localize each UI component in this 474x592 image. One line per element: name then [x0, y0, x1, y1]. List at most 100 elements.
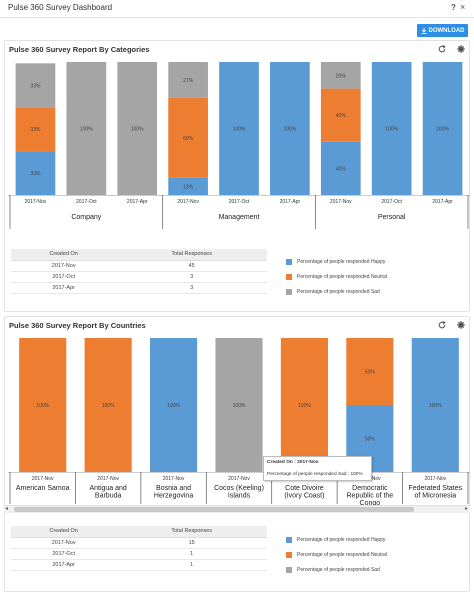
bar-segment[interactable] [168, 97, 208, 178]
scroll-right-icon[interactable]: ▸ [464, 506, 468, 512]
horizontal-scrollbar[interactable]: ◂ ▸ [4, 505, 470, 513]
help-icon[interactable]: ? [451, 3, 456, 12]
bar-segment[interactable] [66, 62, 107, 195]
download-label: DOWNLOAD [428, 27, 465, 34]
data-label: 33% [30, 83, 41, 89]
refresh-icon[interactable] [438, 45, 446, 53]
legend-item-happy[interactable]: Percentage of people responded Happy [286, 536, 387, 543]
gear-icon[interactable] [457, 321, 465, 329]
legend-item-sad[interactable]: Percentage of people responded Sad [286, 288, 387, 295]
bar-segment[interactable] [371, 62, 412, 195]
close-icon[interactable]: × [460, 2, 466, 12]
group-label: Antigua and [89, 485, 126, 492]
panel-title: Pulse 360 Survey Report By Countries [9, 321, 146, 330]
bar-segment[interactable] [215, 338, 263, 472]
data-label: 50% [365, 370, 376, 376]
group-label: Company [71, 214, 101, 221]
group-label: Democratic [352, 485, 388, 492]
group-label: Management [219, 214, 260, 221]
table-row: 2017-Nov 45 [11, 260, 267, 272]
legend-item-neutral[interactable]: Percentage of people responded Neutral [286, 551, 387, 558]
legend-swatch [286, 288, 292, 295]
legend-label: Percentage of people responded Sad [297, 566, 380, 573]
table-row: 2017-Oct 1 [11, 548, 267, 560]
refresh-icon[interactable] [438, 321, 446, 329]
data-label: 100% [36, 403, 49, 409]
download-icon [421, 27, 426, 34]
window-title: Pulse 360 Survey Dashboard [8, 3, 113, 12]
table-cell: 2017-Apr [11, 282, 117, 294]
bar-segment[interactable] [320, 62, 361, 89]
table-cell: 2017-Oct [11, 548, 117, 560]
group-label: Cocos (Keeling) [214, 485, 264, 492]
table-cell: 2017-Nov [11, 537, 117, 549]
legend-item-neutral[interactable]: Percentage of people responded Neutral [286, 273, 387, 280]
chart-legend: Percentage of people responded Happy Per… [286, 536, 387, 581]
legend-label: Percentage of people responded Neutral [297, 551, 388, 558]
bar-segment[interactable] [15, 63, 56, 108]
countries-chart: 100% 2017-Nov 100% 2017-Nov 100% 2017-Nov 100%… [8, 338, 470, 507]
bar-segment[interactable] [346, 338, 394, 405]
table-cell: 3 [116, 271, 267, 283]
data-label: 40% [336, 166, 347, 172]
tooltip-date: Created On : 2017-Nov [267, 460, 319, 465]
bar-segment[interactable] [15, 107, 56, 152]
responses-table: Created On Total Responses 2017-Nov 15 20… [11, 526, 267, 571]
bar-segment[interactable] [280, 338, 328, 472]
bar-segment[interactable] [270, 62, 310, 195]
tick-label: 2017-Apr [127, 199, 148, 205]
tick-label: 2017-Oct [76, 199, 97, 205]
data-label: 100% [167, 403, 180, 409]
bar-segment[interactable] [422, 62, 463, 195]
data-label: 20% [336, 73, 347, 79]
bar-segment[interactable] [150, 338, 198, 472]
table-cell: 2017-Oct [11, 271, 117, 283]
data-label: 100% [102, 403, 115, 409]
tick-label: 2017-Oct [381, 199, 402, 205]
bar-segment[interactable] [168, 62, 208, 98]
categories-chart: 33% 33% 33% 2017-Nov 100% 2017-Oct 100% 2017-Ap… [8, 62, 470, 229]
legend-swatch [286, 258, 292, 265]
data-label: 100% [233, 403, 246, 409]
legend-item-sad[interactable]: Percentage of people responded Sad [286, 566, 387, 573]
bar-segment[interactable] [219, 62, 259, 195]
table-cell: 2017-Apr [11, 559, 117, 571]
group-label: American Samoa [16, 485, 70, 492]
legend-swatch [286, 273, 292, 280]
data-label: 100% [131, 127, 144, 133]
legend-label: Percentage of people responded Happy [297, 536, 386, 543]
bar-segment[interactable] [320, 88, 361, 142]
bar-segment[interactable] [168, 177, 208, 195]
bar-segment[interactable] [84, 338, 132, 472]
data-label: 100% [298, 403, 311, 409]
download-button[interactable]: DOWNLOAD [417, 24, 468, 37]
bar-segment[interactable] [15, 151, 56, 195]
table-cell: 1 [116, 548, 267, 560]
tick-label: 2017-Apr [432, 199, 453, 205]
legend-item-happy[interactable]: Percentage of people responded Happy [286, 258, 387, 265]
scroll-thumb[interactable] [14, 507, 414, 512]
table-header-row: Created On Total Responses [11, 249, 267, 261]
data-label: 100% [283, 127, 296, 133]
data-label: 27% [183, 78, 194, 84]
bar-segment[interactable] [411, 338, 459, 472]
data-label: 50% [365, 437, 376, 443]
tick-label: 2017-Apr [280, 199, 301, 205]
data-label: 33% [30, 127, 41, 133]
chart-legend: Percentage of people responded Happy Per… [286, 258, 387, 303]
gear-icon[interactable] [457, 45, 465, 53]
group-label: of Micronesia [414, 493, 456, 500]
tick-label: 2017-Nov [163, 476, 185, 482]
legend-swatch [286, 536, 292, 543]
group-label: Congo [360, 500, 381, 507]
tick-label: 2017-Nov [25, 199, 47, 205]
table-cell: 3 [116, 282, 267, 294]
bar-segment[interactable] [320, 141, 361, 195]
bar-segment[interactable] [117, 62, 158, 195]
table-row: 2017-Apr 1 [11, 559, 267, 571]
data-label: 100% [80, 127, 93, 133]
data-label: 33% [30, 171, 41, 177]
bar-segment[interactable] [19, 338, 67, 472]
panel-title: Pulse 360 Survey Report By Categories [9, 45, 150, 54]
scroll-left-icon[interactable]: ◂ [5, 506, 9, 512]
